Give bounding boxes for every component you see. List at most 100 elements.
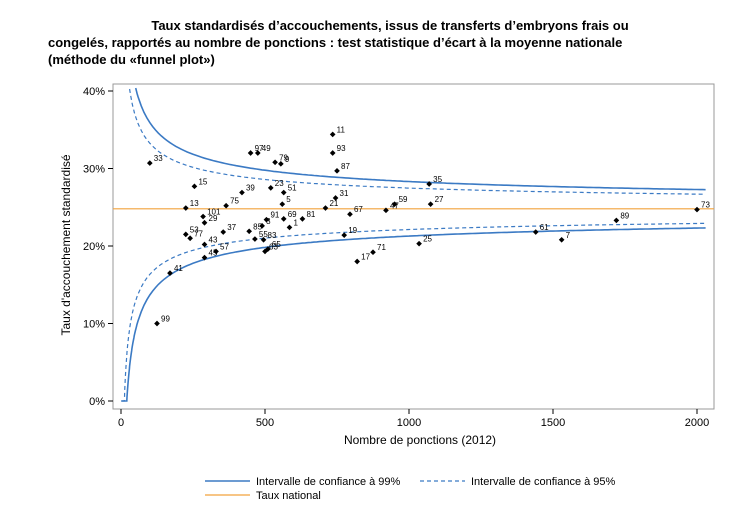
data-point-label: 1 bbox=[293, 218, 298, 227]
data-point-label: 13 bbox=[190, 199, 199, 208]
data-point-marker bbox=[200, 213, 206, 220]
data-point-label: 57 bbox=[220, 242, 229, 251]
data-point-marker bbox=[532, 229, 539, 235]
data-point-label: 17 bbox=[361, 253, 370, 262]
data-point-label: 71 bbox=[377, 243, 386, 252]
chart-title-line-1: Taux standardisés d’accouchements, issus… bbox=[151, 18, 628, 33]
data-point-marker bbox=[201, 241, 208, 248]
y-tick-label: 40% bbox=[83, 86, 105, 98]
data-point-label: 83 bbox=[268, 231, 277, 240]
data-point-label: 69 bbox=[288, 210, 297, 219]
data-point-label: 51 bbox=[288, 184, 297, 193]
data-point-label: 39 bbox=[246, 184, 255, 193]
data-point-label: 79 bbox=[279, 153, 288, 162]
data-point-marker bbox=[347, 211, 353, 218]
data-point-label: 25 bbox=[423, 235, 432, 244]
data-point-label: 37 bbox=[227, 223, 236, 232]
data-point-label: 49 bbox=[262, 144, 271, 153]
data-point-marker bbox=[427, 201, 434, 207]
data-point-marker bbox=[391, 201, 398, 207]
data-point-marker bbox=[182, 231, 189, 238]
data-point-marker bbox=[279, 201, 286, 207]
data-point-marker bbox=[182, 205, 189, 211]
data-point-marker bbox=[558, 236, 565, 243]
data-point-marker bbox=[322, 205, 329, 211]
x-tick-label: 1000 bbox=[397, 417, 421, 429]
data-point-marker bbox=[252, 236, 258, 242]
data-point-label: 61 bbox=[540, 223, 549, 232]
data-point-label: 45 bbox=[209, 249, 218, 258]
data-point-label: 77 bbox=[194, 229, 203, 238]
legend-ci99-label: Intervalle de confiance à 99% bbox=[256, 476, 401, 488]
data-point-label: 81 bbox=[306, 210, 315, 219]
y-axis-label: Taux d'accouchement standardisé bbox=[59, 154, 73, 335]
ci99-lower-curve bbox=[121, 227, 706, 402]
data-point-marker bbox=[187, 235, 193, 242]
data-point-marker bbox=[239, 189, 245, 196]
data-point-marker bbox=[260, 236, 267, 243]
y-tick-label: 30% bbox=[83, 164, 105, 176]
data-point-label: 11 bbox=[337, 125, 346, 134]
data-point-label: 55 bbox=[259, 230, 268, 239]
data-point-label: 101 bbox=[207, 208, 221, 217]
data-point-label: 29 bbox=[209, 214, 218, 223]
axis-ticks: 0 500 1000 1500 2000 0% 10% 20% 30% 40% bbox=[83, 86, 709, 429]
ci95-lower-curve bbox=[121, 222, 706, 402]
data-point-label: 3 bbox=[266, 217, 271, 226]
data-point-label: 75 bbox=[230, 197, 239, 206]
data-point-marker bbox=[146, 160, 153, 166]
data-point-label: 97 bbox=[255, 144, 264, 153]
data-point-label: 21 bbox=[329, 199, 338, 208]
data-point-marker bbox=[416, 240, 422, 247]
data-point-marker bbox=[329, 131, 336, 138]
data-point-label: 15 bbox=[198, 177, 207, 186]
data-point-label: 53 bbox=[190, 225, 199, 234]
data-point-marker bbox=[259, 223, 265, 229]
data-point-label: 59 bbox=[399, 195, 408, 204]
data-point-label: 91 bbox=[270, 211, 279, 220]
data-point-marker bbox=[299, 216, 306, 222]
data-point-label: 93 bbox=[337, 144, 346, 153]
data-point-marker bbox=[370, 249, 376, 256]
data-point-marker bbox=[286, 224, 293, 231]
data-points: 9941331513537710129434557377539855597493… bbox=[146, 125, 710, 327]
data-point-label: 67 bbox=[354, 205, 363, 214]
data-point-marker bbox=[426, 181, 432, 187]
data-point-label: 7 bbox=[566, 231, 571, 240]
data-point-marker bbox=[694, 206, 700, 213]
data-point-marker bbox=[247, 150, 254, 156]
x-tick-label: 2000 bbox=[685, 417, 709, 429]
data-point-label: 43 bbox=[209, 235, 218, 244]
data-point-label: 73 bbox=[701, 201, 710, 210]
chart-title-line-3: (méthode du «funnel plot») bbox=[48, 52, 215, 67]
data-point-label: 99 bbox=[161, 315, 170, 324]
data-point-label: 41 bbox=[174, 264, 183, 273]
data-point-marker bbox=[341, 232, 348, 238]
data-point-label: 19 bbox=[348, 226, 357, 235]
confidence-curves bbox=[113, 87, 714, 402]
data-point-label: 9 bbox=[285, 155, 290, 164]
data-point-label: 87 bbox=[341, 162, 350, 171]
plot-frame bbox=[112, 83, 715, 410]
data-point-marker bbox=[329, 150, 336, 156]
data-point-label: 85 bbox=[253, 222, 262, 231]
data-point-marker bbox=[613, 217, 620, 224]
data-point-label: 27 bbox=[435, 195, 444, 204]
x-tick-label: 500 bbox=[256, 417, 274, 429]
data-point-marker bbox=[201, 219, 208, 226]
data-point-label: 33 bbox=[154, 154, 163, 163]
data-point-marker bbox=[246, 228, 252, 235]
data-point-marker bbox=[213, 248, 219, 255]
data-point-marker bbox=[223, 202, 229, 209]
data-point-marker bbox=[263, 216, 270, 223]
data-point-label: 31 bbox=[340, 189, 349, 198]
x-axis-label: Nombre de ponctions (2012) bbox=[344, 433, 496, 447]
legend-national-label: Taux national bbox=[256, 490, 321, 502]
data-point-marker bbox=[220, 229, 227, 235]
chart-title-line-2: congelés, rapportés au nombre de ponctio… bbox=[48, 35, 622, 50]
data-point-marker bbox=[167, 270, 173, 276]
y-tick-label: 20% bbox=[83, 241, 105, 253]
data-point-label: 35 bbox=[433, 175, 442, 184]
data-point-label: 65 bbox=[272, 240, 281, 249]
